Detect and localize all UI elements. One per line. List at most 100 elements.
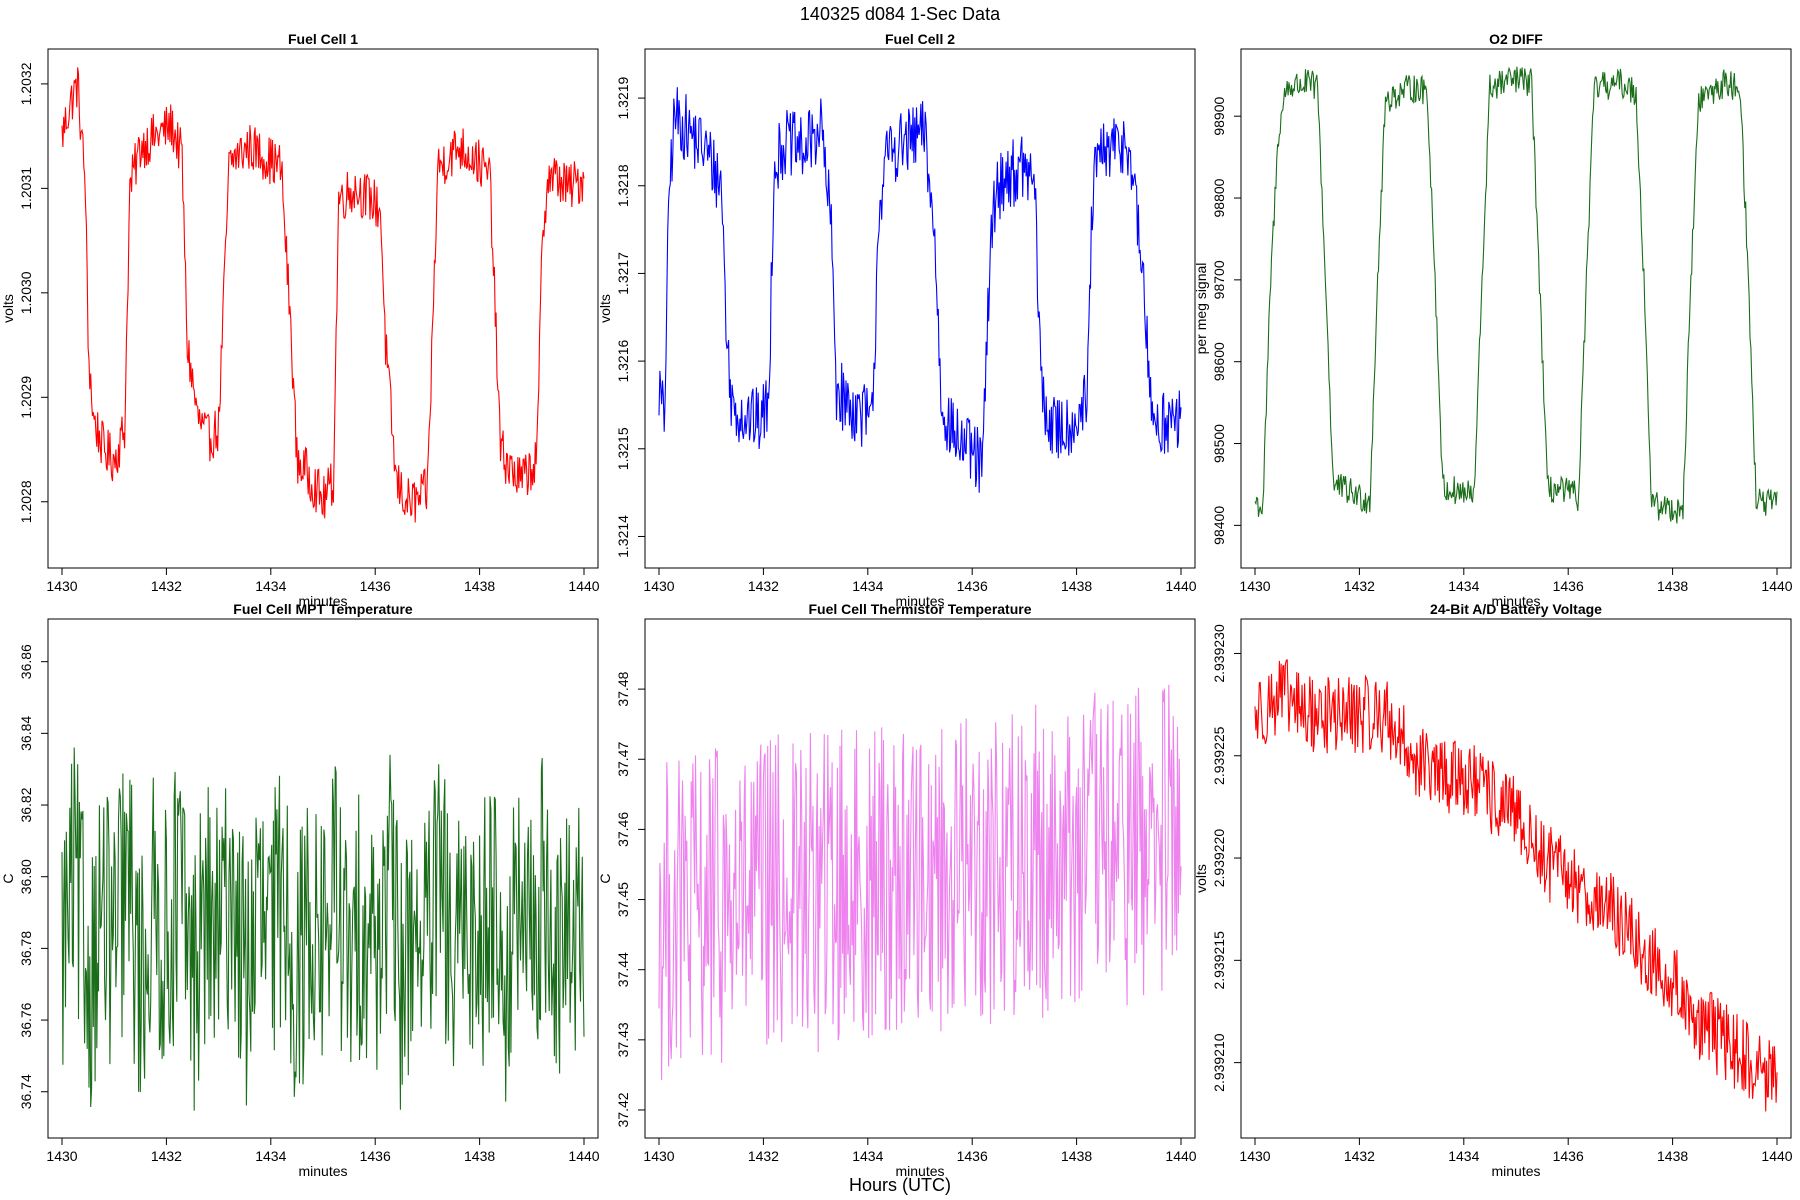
x-tick-label: 1440 (1761, 1148, 1792, 1164)
x-tick-label: 1440 (1165, 1148, 1196, 1164)
y-tick-label: 37.45 (615, 882, 631, 917)
x-axis-label: minutes (298, 593, 347, 609)
x-tick-label: 1438 (1061, 1148, 1092, 1164)
x-tick-label: 1440 (568, 1148, 599, 1164)
panels: Fuel Cell 1 1430 1432 1434 1436 1438 1440 minut… (0, 31, 1793, 1179)
y-tick-label: 1.2028 (18, 480, 34, 523)
x-tick-label: 1438 (1061, 578, 1092, 594)
plot-frame (1240, 48, 1792, 569)
x-axis-label: minutes (895, 1163, 944, 1179)
y-tick-label: 1.3216 (615, 339, 631, 382)
y-tick-label: 36.80 (18, 859, 34, 894)
x-tick-label: 1434 (1448, 578, 1479, 594)
y-tick-label: 1.2031 (18, 167, 34, 210)
x-tick-label: 1438 (1657, 578, 1688, 594)
y-tick-label: 2.939220 (1211, 829, 1227, 888)
y-tick-label: 37.43 (615, 1022, 631, 1057)
plot-frame (47, 618, 599, 1139)
y-tick-label: 98900 (1211, 97, 1227, 136)
y-axis-label: C (0, 873, 16, 883)
y-tick-label: 1.3214 (615, 515, 631, 558)
series-line (61, 747, 585, 1111)
x-tick-label: 1430 (643, 1148, 674, 1164)
series-line (658, 87, 1182, 493)
figure-outer-xlabel: Hours (UTC) (849, 1175, 951, 1195)
panel-title: 24-Bit A/D Battery Voltage (1430, 601, 1602, 617)
y-tick-label: 36.82 (18, 787, 34, 822)
panel-title: Fuel Cell 1 (288, 31, 358, 47)
x-tick-label: 1436 (1553, 578, 1584, 594)
panel-4: Fuel Cell MPT Temperature 1430 1432 1434 143… (0, 601, 600, 1179)
panel-3: O2 DIFF 1430 1432 1434 1436 1438 1440 minutes 98… (1193, 31, 1793, 609)
y-tick-label: 36.74 (18, 1074, 34, 1109)
y-tick-label: 98600 (1211, 342, 1227, 381)
y-tick-label: 37.44 (615, 952, 631, 987)
x-tick-label: 1430 (643, 578, 674, 594)
x-tick-label: 1440 (1761, 578, 1792, 594)
x-axis-label: minutes (1491, 1163, 1540, 1179)
y-tick-label: 36.84 (18, 716, 34, 751)
y-tick-label: 37.47 (615, 742, 631, 777)
x-tick-label: 1438 (464, 1148, 495, 1164)
figure-title: 140325 d084 1-Sec Data (800, 4, 1001, 24)
panel-1: Fuel Cell 1 1430 1432 1434 1436 1438 1440 minut… (0, 31, 600, 609)
panel-title: O2 DIFF (1489, 31, 1543, 47)
panel-5: Fuel Cell Thermistor Temperature 1430 1432… (597, 601, 1197, 1179)
x-tick-label: 1438 (464, 578, 495, 594)
series-line (658, 684, 1182, 1081)
x-tick-label: 1436 (360, 578, 391, 594)
panel-2: Fuel Cell 2 1430 1432 1434 1436 1438 1440 minut… (597, 31, 1197, 609)
plot-frame (644, 48, 1196, 569)
y-tick-label: 2.939210 (1211, 1033, 1227, 1092)
y-axis-label: per meg signal (1193, 263, 1209, 355)
y-axis-label: C (597, 873, 613, 883)
x-axis-label: minutes (1491, 593, 1540, 609)
x-tick-label: 1438 (1657, 1148, 1688, 1164)
y-tick-label: 1.2030 (18, 271, 34, 314)
y-tick-label: 98700 (1211, 260, 1227, 299)
y-tick-label: 1.3217 (615, 252, 631, 295)
y-tick-label: 98500 (1211, 424, 1227, 463)
y-axis-label: volts (597, 294, 613, 323)
y-tick-label: 1.3215 (615, 427, 631, 470)
x-tick-label: 1440 (568, 578, 599, 594)
y-axis-label: volts (0, 294, 16, 323)
y-tick-label: 36.86 (18, 644, 34, 679)
panel-title: Fuel Cell Thermistor Temperature (808, 601, 1031, 617)
panel-title: Fuel Cell 2 (885, 31, 955, 47)
y-tick-label: 36.76 (18, 1002, 34, 1037)
panel-title: Fuel Cell MPT Temperature (233, 601, 413, 617)
x-tick-label: 1436 (360, 1148, 391, 1164)
y-tick-label: 1.2032 (18, 62, 34, 105)
y-tick-label: 2.939215 (1211, 931, 1227, 990)
y-tick-label: 2.939230 (1211, 624, 1227, 683)
plot-frame (1240, 618, 1792, 1139)
y-tick-label: 37.46 (615, 812, 631, 847)
x-tick-label: 1432 (748, 578, 779, 594)
y-tick-label: 2.939225 (1211, 726, 1227, 785)
y-tick-label: 36.78 (18, 931, 34, 966)
plot-frame (644, 618, 1196, 1139)
y-tick-label: 37.48 (615, 671, 631, 706)
panel-6: 24-Bit A/D Battery Voltage 1430 1432 1434 14… (1193, 601, 1793, 1179)
series-line (61, 67, 585, 523)
x-tick-label: 1434 (852, 1148, 883, 1164)
x-tick-label: 1430 (46, 1148, 77, 1164)
x-tick-label: 1436 (957, 578, 988, 594)
y-axis-label: volts (1193, 864, 1209, 893)
series-line (1254, 659, 1778, 1112)
x-tick-label: 1432 (748, 1148, 779, 1164)
x-tick-label: 1430 (1239, 578, 1270, 594)
x-axis-label: minutes (298, 1163, 347, 1179)
y-tick-label: 98400 (1211, 506, 1227, 545)
y-tick-label: 1.3218 (615, 164, 631, 207)
y-tick-label: 1.2029 (18, 376, 34, 419)
plot-frame (47, 48, 599, 569)
x-tick-label: 1434 (255, 578, 286, 594)
x-tick-label: 1436 (1553, 1148, 1584, 1164)
x-tick-label: 1432 (1344, 1148, 1375, 1164)
series-line (1254, 66, 1778, 524)
x-tick-label: 1430 (46, 578, 77, 594)
x-tick-label: 1432 (151, 578, 182, 594)
